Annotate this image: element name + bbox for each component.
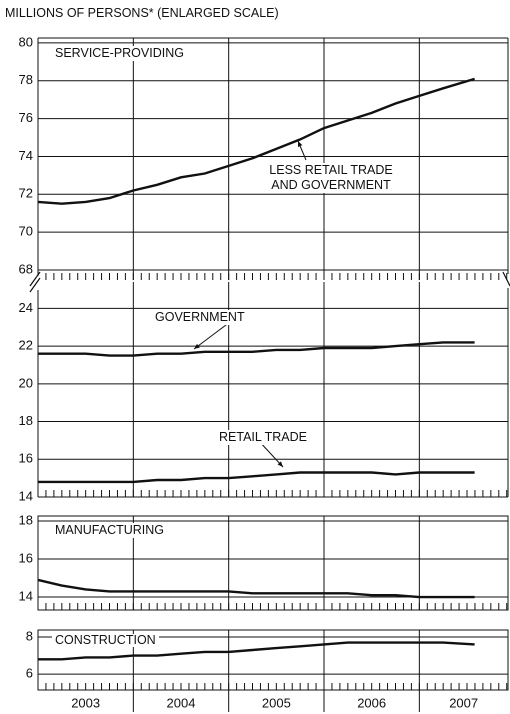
x-tick-label: 2006 xyxy=(357,695,386,710)
y-tick-label: 16 xyxy=(19,550,33,565)
y-tick-label: 72 xyxy=(19,186,33,201)
x-tick-label: 2003 xyxy=(71,695,100,710)
y-tick-label: 16 xyxy=(19,451,33,466)
y-tick-label: 14 xyxy=(19,488,33,503)
series-label: GOVERNMENT xyxy=(152,310,248,325)
y-tick-label: 22 xyxy=(19,338,33,353)
y-tick-label: 14 xyxy=(19,588,33,603)
y-tick-label: 6 xyxy=(26,666,33,681)
y-tick-label: 78 xyxy=(19,72,33,87)
series-label: RETAIL TRADE xyxy=(216,430,310,445)
y-tick-label: 80 xyxy=(19,34,33,49)
y-tick-label: 20 xyxy=(19,375,33,390)
y-tick-label: 18 xyxy=(19,512,33,527)
axis-break xyxy=(29,271,510,293)
series-line xyxy=(38,471,475,484)
panel-title: MANUFACTURING xyxy=(52,523,168,538)
y-tick-label: 24 xyxy=(19,300,33,315)
y-tick-label: 18 xyxy=(19,413,33,428)
frame xyxy=(37,515,509,611)
y-tick-label: 8 xyxy=(26,628,33,643)
series-label: LESS RETAIL TRADE AND GOVERNMENT xyxy=(258,163,404,193)
y-axis-label: MILLIONS OF PERSONS* (ENLARGED SCALE) xyxy=(5,6,279,20)
series-line xyxy=(37,578,475,599)
panel-title: CONSTRUCTION xyxy=(52,634,159,647)
series-line xyxy=(38,341,475,357)
x-tick-label: 2004 xyxy=(167,695,196,710)
y-tick-label: 68 xyxy=(19,261,33,276)
panel-title: SERVICE-PROVIDING xyxy=(52,46,187,61)
x-tick-label: 2005 xyxy=(262,695,291,710)
series-line xyxy=(37,77,475,205)
y-tick-label: 70 xyxy=(19,224,33,239)
x-tick-label: 2007 xyxy=(449,695,478,710)
y-tick-label: 74 xyxy=(19,148,33,163)
series-line xyxy=(38,641,475,661)
y-tick-label: 76 xyxy=(19,110,33,125)
annotation-arrow xyxy=(193,321,231,350)
annotation-arrow xyxy=(297,140,307,161)
